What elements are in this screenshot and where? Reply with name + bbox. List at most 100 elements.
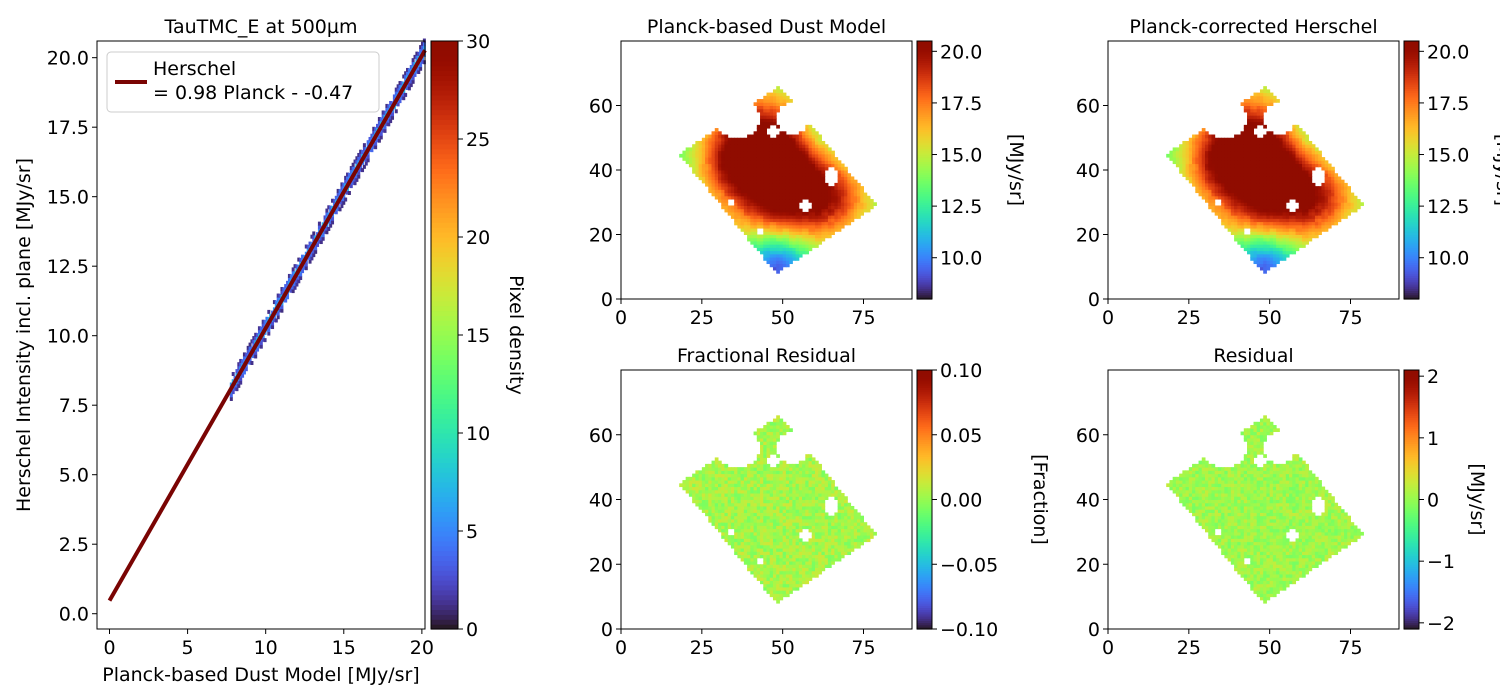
- pixel: [1221, 199, 1225, 203]
- pixel: [1188, 176, 1193, 181]
- pixel: [782, 134, 787, 139]
- pixel: [1256, 153, 1261, 158]
- pixel: [711, 505, 716, 510]
- pixel: [1198, 157, 1203, 161]
- pixel: [1182, 170, 1187, 174]
- pixel: [747, 551, 751, 556]
- pixel: [795, 153, 800, 158]
- pixel: [805, 124, 810, 129]
- pixel: [1282, 208, 1287, 213]
- density-cell: [415, 51, 419, 56]
- density-cell: [248, 346, 252, 351]
- colorbar-swatch: [431, 124, 458, 130]
- pixel: [1224, 140, 1229, 145]
- pixel: [737, 166, 742, 171]
- pixel: [1256, 202, 1261, 206]
- pixel: [776, 189, 780, 194]
- pixel: [1214, 186, 1219, 190]
- pixel: [727, 176, 732, 181]
- colorbar-swatch: [431, 413, 458, 419]
- pixel: [724, 538, 729, 543]
- pixel: [718, 489, 722, 494]
- pixel: [763, 486, 767, 491]
- pixel: [860, 211, 864, 216]
- pixel: [818, 163, 822, 168]
- pixel: [769, 561, 774, 565]
- pixel: [798, 134, 803, 139]
- pixel: [798, 153, 803, 158]
- colorbar-swatch: [917, 94, 932, 98]
- density-cell: [261, 319, 265, 324]
- pixel: [750, 509, 755, 513]
- pixel: [1185, 163, 1190, 168]
- density-cell: [372, 126, 376, 131]
- pixel: [763, 189, 767, 194]
- pixel: [1192, 140, 1196, 145]
- pixel: [1292, 160, 1297, 165]
- pixel: [766, 218, 771, 223]
- pixel: [772, 428, 777, 433]
- pixel: [1250, 170, 1254, 174]
- pixel: [1201, 157, 1206, 161]
- pixel: [815, 170, 819, 174]
- pixel: [805, 228, 810, 232]
- pixel: [1302, 150, 1306, 155]
- pixel: [824, 211, 829, 216]
- pixel: [1224, 221, 1229, 226]
- pixel: [721, 157, 725, 161]
- colorbar-swatch: [1404, 124, 1419, 128]
- pixel: [747, 176, 751, 181]
- pixel: [1237, 228, 1242, 232]
- pixel: [1337, 182, 1342, 187]
- pixel: [1308, 202, 1313, 206]
- pixel: [743, 173, 748, 177]
- pixel: [724, 137, 729, 142]
- pixel: [747, 147, 751, 152]
- colorbar-swatch: [431, 584, 458, 591]
- pixel: [857, 211, 861, 216]
- colorbar-swatch: [431, 55, 458, 62]
- pixel: [734, 195, 738, 200]
- pixel: [727, 208, 732, 213]
- density-cell: [259, 344, 263, 349]
- pixel: [1247, 115, 1251, 119]
- pixel: [1247, 240, 1251, 245]
- density-cell: [366, 154, 370, 159]
- colorbar-swatch: [431, 624, 458, 630]
- pixel: [769, 263, 774, 268]
- pixel: [701, 170, 706, 174]
- pixel: [753, 205, 758, 210]
- colorbar-swatch: [1404, 144, 1419, 147]
- pixel: [1289, 215, 1293, 219]
- pixel: [714, 518, 719, 523]
- pixel: [1253, 202, 1258, 206]
- colorbar-swatch: [1404, 279, 1419, 283]
- pixel: [1205, 137, 1209, 142]
- pixel: [1295, 199, 1300, 203]
- pixel: [1266, 202, 1271, 206]
- pixel: [1179, 153, 1183, 158]
- pixel: [747, 548, 751, 552]
- pixel: [798, 176, 803, 181]
- pixel: [756, 505, 761, 510]
- pixel: [740, 221, 745, 226]
- y-tick-label: 10.0: [47, 326, 89, 348]
- colorbar-swatch: [431, 339, 458, 346]
- pixel: [760, 541, 764, 546]
- pixel: [779, 266, 784, 271]
- pixel: [756, 105, 761, 110]
- pixel: [724, 176, 729, 181]
- pixel: [737, 522, 742, 526]
- pixel: [792, 253, 797, 258]
- pixel: [1253, 95, 1258, 100]
- pixel: [1295, 244, 1300, 248]
- pixel: [1311, 221, 1316, 226]
- pixel: [721, 483, 725, 488]
- pixel: [724, 473, 729, 478]
- pixel: [1276, 215, 1280, 219]
- pixel: [824, 199, 829, 203]
- pixel: [1230, 186, 1235, 190]
- density-cell: [286, 295, 290, 300]
- pixel: [1272, 218, 1277, 223]
- pixel: [1208, 182, 1212, 187]
